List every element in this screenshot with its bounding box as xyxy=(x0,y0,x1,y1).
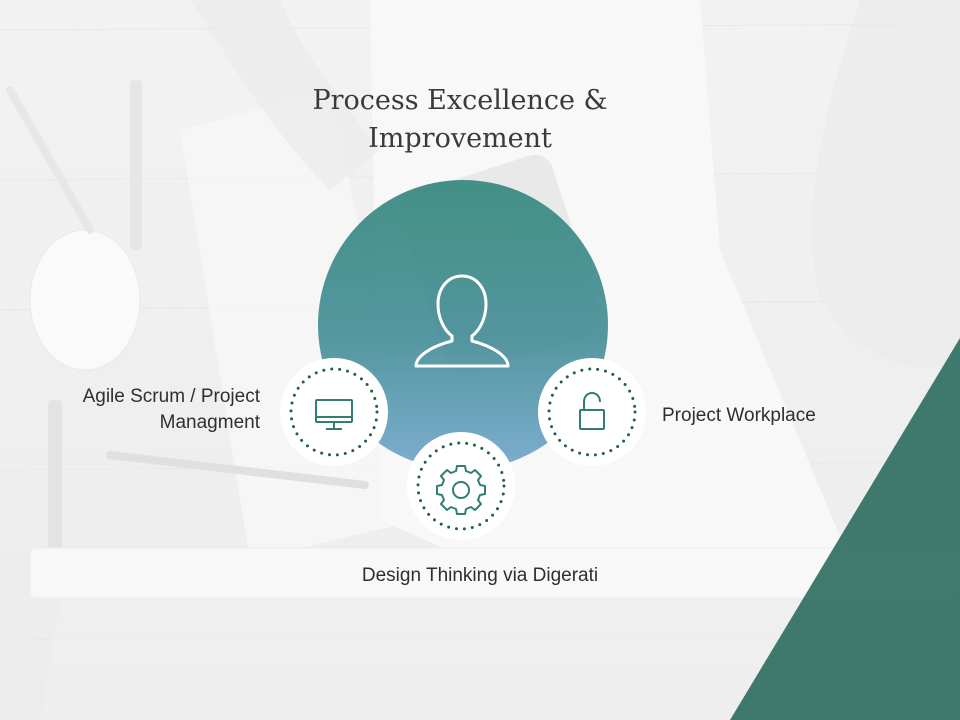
label-agile-scrum: Agile Scrum / Project Managment xyxy=(40,384,260,436)
page-title: Process Excellence & Improvement xyxy=(260,82,660,158)
node-design-thinking xyxy=(407,432,515,540)
unlocked-padlock-icon xyxy=(579,391,605,430)
node-project-workplace xyxy=(538,358,646,466)
user-icon xyxy=(414,274,510,368)
title-line-2: Improvement xyxy=(368,123,552,154)
label-project-workplace: Project Workplace xyxy=(662,405,816,426)
label-design-thinking: Design Thinking via Digerati xyxy=(361,565,599,586)
label-agile-scrum-line-1: Agile Scrum / Project xyxy=(82,386,260,407)
node-agile-scrum xyxy=(280,358,388,466)
gear-icon xyxy=(436,465,486,515)
center-circle xyxy=(318,180,608,470)
accent-triangle xyxy=(730,338,960,720)
title-line-1: Process Excellence & xyxy=(312,85,608,116)
monitor-icon xyxy=(315,399,353,430)
label-agile-scrum-line-2: Managment xyxy=(159,412,260,433)
